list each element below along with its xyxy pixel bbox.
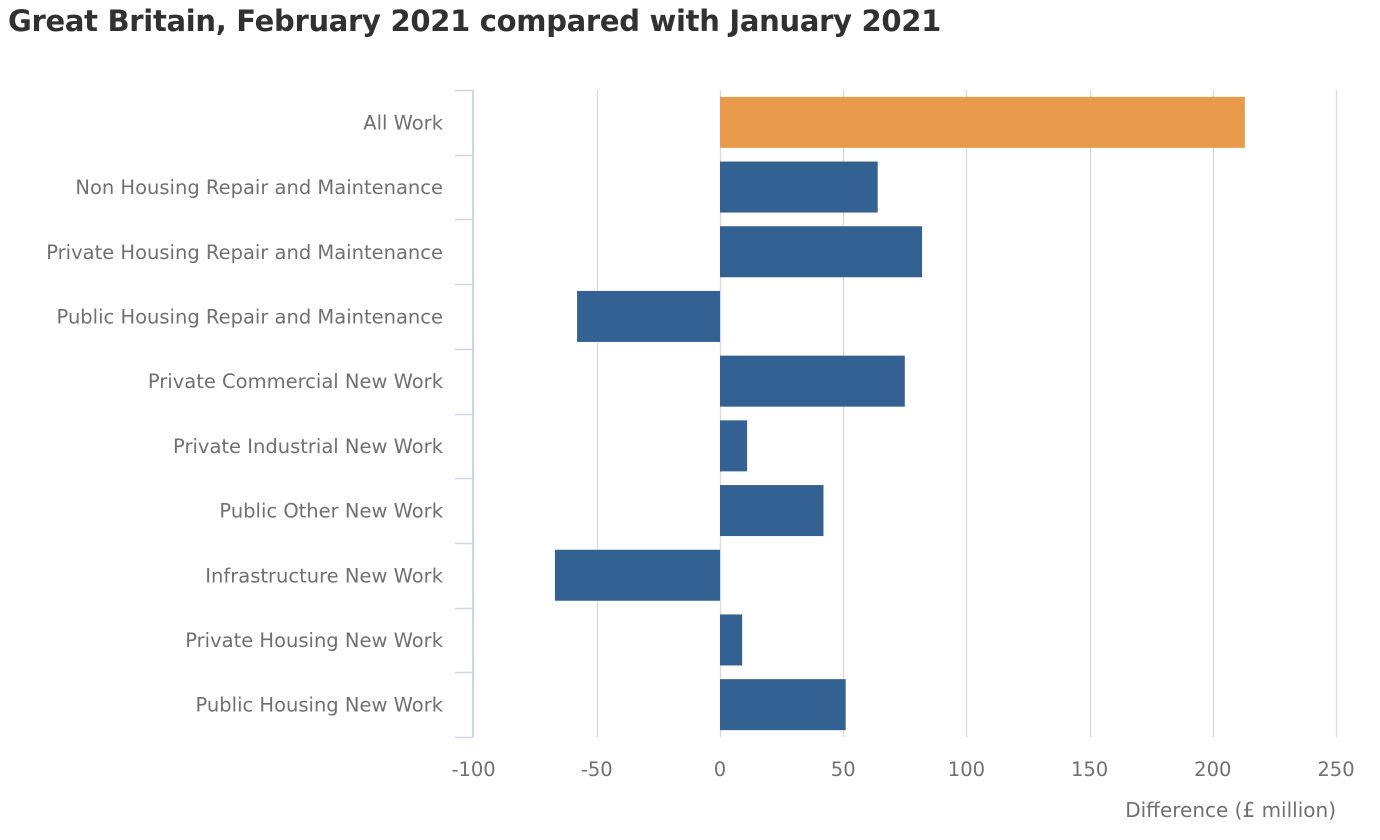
- bar-7: [555, 550, 720, 601]
- x-tick-label: 100: [948, 758, 985, 781]
- category-label: Private Industrial New Work: [173, 435, 444, 458]
- x-tick-label: 150: [1071, 758, 1108, 781]
- bar-0: [720, 97, 1245, 148]
- x-tick-label: 50: [831, 758, 856, 781]
- category-label: Private Housing Repair and Maintenance: [46, 241, 443, 264]
- x-tick-label: -100: [451, 758, 495, 781]
- category-label: Infrastructure New Work: [205, 564, 443, 587]
- bar-4: [720, 356, 905, 407]
- bar-8: [720, 614, 742, 665]
- bar-3: [577, 291, 720, 342]
- gridlines: [598, 90, 1337, 737]
- category-label: Private Housing New Work: [185, 629, 443, 652]
- bar-5: [720, 420, 747, 471]
- category-label: Public Housing New Work: [196, 694, 444, 717]
- x-axis-title: Difference (£ million): [1125, 798, 1336, 822]
- x-tick-label: 0: [714, 758, 726, 781]
- bar-6: [720, 485, 823, 536]
- bar-1: [720, 162, 878, 213]
- x-tick-labels: -100 -50 0 50 100 150 200 250: [451, 758, 1354, 781]
- bars: [555, 97, 1245, 730]
- x-tick-label: -50: [581, 758, 613, 781]
- bar-9: [720, 679, 846, 730]
- category-label: Private Commercial New Work: [148, 370, 444, 393]
- category-labels: All Work Non Housing Repair and Maintenan…: [46, 111, 443, 716]
- category-label: All Work: [363, 111, 443, 134]
- category-label: Public Other New Work: [219, 500, 443, 523]
- category-label: Non Housing Repair and Maintenance: [75, 176, 443, 199]
- x-tick-label: 250: [1317, 758, 1354, 781]
- category-axis: [455, 90, 473, 738]
- x-tick-label: 200: [1194, 758, 1231, 781]
- category-label: Public Housing Repair and Maintenance: [57, 305, 443, 328]
- bar-2: [720, 226, 922, 277]
